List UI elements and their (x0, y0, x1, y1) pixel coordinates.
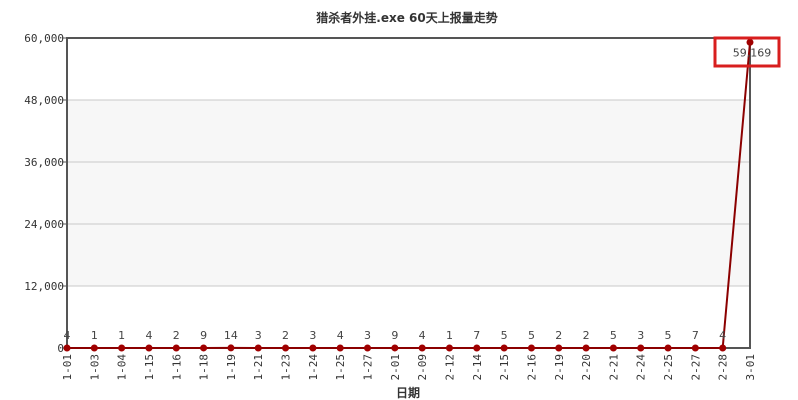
x-tick-label: 1-27 (362, 354, 375, 381)
x-tick-label: 2-15 (498, 354, 511, 381)
x-tick-label: 2-24 (635, 354, 648, 381)
x-tick-label: 2-19 (553, 354, 566, 381)
data-label: 2 (583, 329, 590, 342)
data-label: 3 (364, 329, 371, 342)
data-label: 2 (555, 329, 562, 342)
data-label: 2 (282, 329, 289, 342)
x-tick-label: 2-09 (416, 354, 429, 381)
data-label: 3 (255, 329, 262, 342)
x-tick-label: 3-01 (744, 354, 757, 381)
data-label: 4 (337, 329, 344, 342)
data-point (336, 344, 344, 352)
data-point (500, 344, 508, 352)
data-point (637, 344, 645, 352)
data-point (582, 344, 590, 352)
data-label: 4 (145, 329, 152, 342)
x-tick-label: 2-01 (389, 354, 402, 381)
data-label: 3 (637, 329, 644, 342)
x-tick-label: 2-21 (607, 354, 620, 381)
data-point (445, 344, 453, 352)
data-point (719, 344, 727, 352)
x-tick-label: 1-18 (198, 354, 211, 381)
data-label: 14 (224, 329, 238, 342)
highlight-box (713, 36, 781, 68)
x-tick-label: 1-21 (252, 354, 265, 381)
data-label: 4 (419, 329, 426, 342)
data-point (172, 344, 180, 352)
series-line (66, 42, 751, 349)
x-tick-label: 1-15 (143, 354, 156, 381)
y-tick-label: 36,000 (24, 156, 64, 169)
y-tick-label: 24,000 (24, 218, 64, 231)
x-tick-label: 2-16 (525, 354, 538, 381)
data-point (527, 344, 535, 352)
data-point (63, 344, 71, 352)
y-tick-label: 0 (57, 342, 64, 355)
data-label: 1 (446, 329, 453, 342)
data-point (309, 344, 317, 352)
data-label: 4 (719, 329, 726, 342)
data-label: 7 (692, 329, 699, 342)
data-point (200, 344, 208, 352)
x-tick-label: 1-23 (280, 354, 293, 381)
y-tick-label: 48,000 (24, 94, 64, 107)
data-point (473, 344, 481, 352)
x-axis-label: 日期 (396, 385, 420, 400)
x-tick-label: 1-01 (61, 354, 74, 381)
data-label: 4 (64, 329, 71, 342)
data-point (145, 344, 153, 352)
data-label: 5 (610, 329, 617, 342)
data-point (282, 344, 290, 352)
data-label: 9 (391, 329, 398, 342)
data-label: 9 (200, 329, 207, 342)
data-label: 2 (173, 329, 180, 342)
x-tick-label: 2-25 (662, 354, 675, 381)
data-label: 1 (91, 329, 98, 342)
plot-band (67, 100, 750, 286)
data-label: 5 (501, 329, 508, 342)
x-tick-label: 2-28 (717, 354, 730, 381)
data-point (364, 344, 372, 352)
y-tick-label: 12,000 (24, 280, 64, 293)
data-label: 59,169 (733, 46, 772, 59)
data-point (90, 344, 98, 352)
data-point (664, 344, 672, 352)
data-label: 3 (309, 329, 316, 342)
x-tick-label: 1-19 (225, 354, 238, 381)
data-point (418, 344, 426, 352)
data-label: 5 (665, 329, 672, 342)
data-point (555, 344, 563, 352)
chart-title: 猎杀者外挂.exe 60天上报量走势 (316, 10, 497, 25)
x-tick-label: 1-04 (116, 354, 129, 381)
data-point (609, 344, 617, 352)
data-point (118, 344, 126, 352)
data-point (391, 344, 399, 352)
x-tick-label: 2-20 (580, 354, 593, 381)
data-label: 1 (118, 329, 125, 342)
data-point (227, 344, 235, 352)
data-point (746, 38, 754, 46)
x-tick-label: 2-12 (443, 354, 456, 381)
data-point (254, 344, 262, 352)
x-tick-label: 1-03 (88, 354, 101, 381)
x-tick-label: 2-14 (471, 354, 484, 381)
data-point (691, 344, 699, 352)
x-tick-label: 1-16 (170, 354, 183, 381)
x-tick-label: 1-25 (334, 354, 347, 381)
y-tick-label: 60,000 (24, 32, 64, 45)
data-label: 7 (473, 329, 480, 342)
x-tick-label: 1-24 (307, 354, 320, 381)
x-tick-label: 2-27 (689, 354, 702, 381)
data-label: 5 (528, 329, 535, 342)
